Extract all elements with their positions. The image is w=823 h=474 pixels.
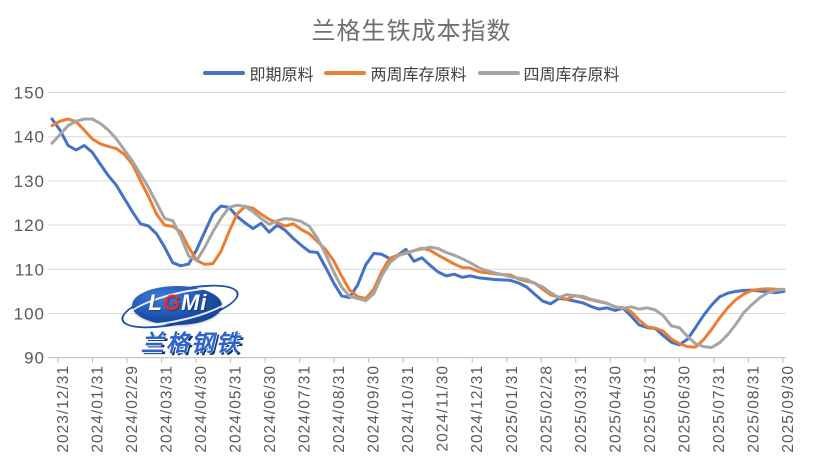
legend-item-four-week-inventory: 四周库存原料: [477, 61, 620, 85]
x-tick-label: 2024/09/30: [366, 365, 383, 453]
logo-ellipse: [132, 286, 222, 325]
lgmi-logo-text: LGMi: [148, 290, 208, 315]
chart-legend: 即期原料 两周库存原料 四周库存原料: [0, 62, 823, 84]
x-tick-label: 2024/11/30: [435, 365, 452, 451]
series-line-2: [50, 117, 786, 349]
x-tick-label: 2024/04/30: [193, 365, 210, 453]
legend-item-spot-raw-material: 即期原料: [203, 61, 313, 85]
x-tick-label: 2024/07/31: [297, 365, 314, 453]
x-tick-label: 2025/06/30: [676, 365, 693, 453]
x-tick-label: 2025/05/31: [642, 365, 659, 453]
legend-label: 两周库存原料: [370, 67, 467, 84]
chart-title: 兰格生铁成本指数: [311, 18, 512, 45]
x-tick-label: 2023/12/31: [55, 365, 72, 453]
legend-label: 即期原料: [249, 67, 314, 84]
legend-line-swatch-gray: [477, 71, 520, 75]
x-tick-label: 2024/02/29: [124, 365, 141, 453]
x-tick-label: 2025/09/30: [780, 365, 797, 453]
x-tick-label: 2024/06/30: [262, 365, 279, 453]
x-tick-label: 2025/02/28: [538, 365, 555, 453]
x-tick-label: 2024/05/31: [228, 365, 245, 453]
y-tick-label-110: 110: [15, 260, 45, 279]
x-tick-label: 2024/10/31: [400, 365, 417, 453]
y-tick-label-120: 120: [14, 216, 45, 235]
y-tick-label-140: 140: [14, 128, 45, 147]
x-tick-label: 2024/03/31: [159, 365, 176, 453]
x-tick-label: 2025/03/31: [573, 365, 590, 453]
x-tick-label: 2025/08/31: [745, 365, 762, 453]
x-tick-label: 2024/01/31: [90, 365, 107, 453]
x-tick-label: 2025/01/31: [504, 365, 521, 453]
series-line-0: [50, 117, 786, 347]
y-tick-label-90: 90: [24, 349, 45, 368]
legend-item-two-week-inventory: 两周库存原料: [324, 61, 467, 85]
y-tick-label-130: 130: [14, 172, 45, 191]
legend-line-swatch-orange: [324, 71, 367, 75]
x-tick-label: 2024/12/31: [469, 365, 486, 453]
y-tick-label-150: 150: [14, 84, 45, 103]
lgmi-logo-subtext: 兰格钢铁: [141, 330, 241, 356]
x-tick-label: 2025/04/30: [607, 365, 624, 453]
legend-line-swatch-blue: [203, 71, 246, 75]
legend-label: 四周库存原料: [523, 67, 620, 84]
x-tick-label: 2025/07/31: [711, 365, 728, 453]
y-tick-label-100: 100: [14, 305, 45, 324]
x-tick-label: 2024/08/31: [331, 365, 348, 453]
lgmi-watermark: LGMi 兰格钢铁: [116, 275, 266, 356]
